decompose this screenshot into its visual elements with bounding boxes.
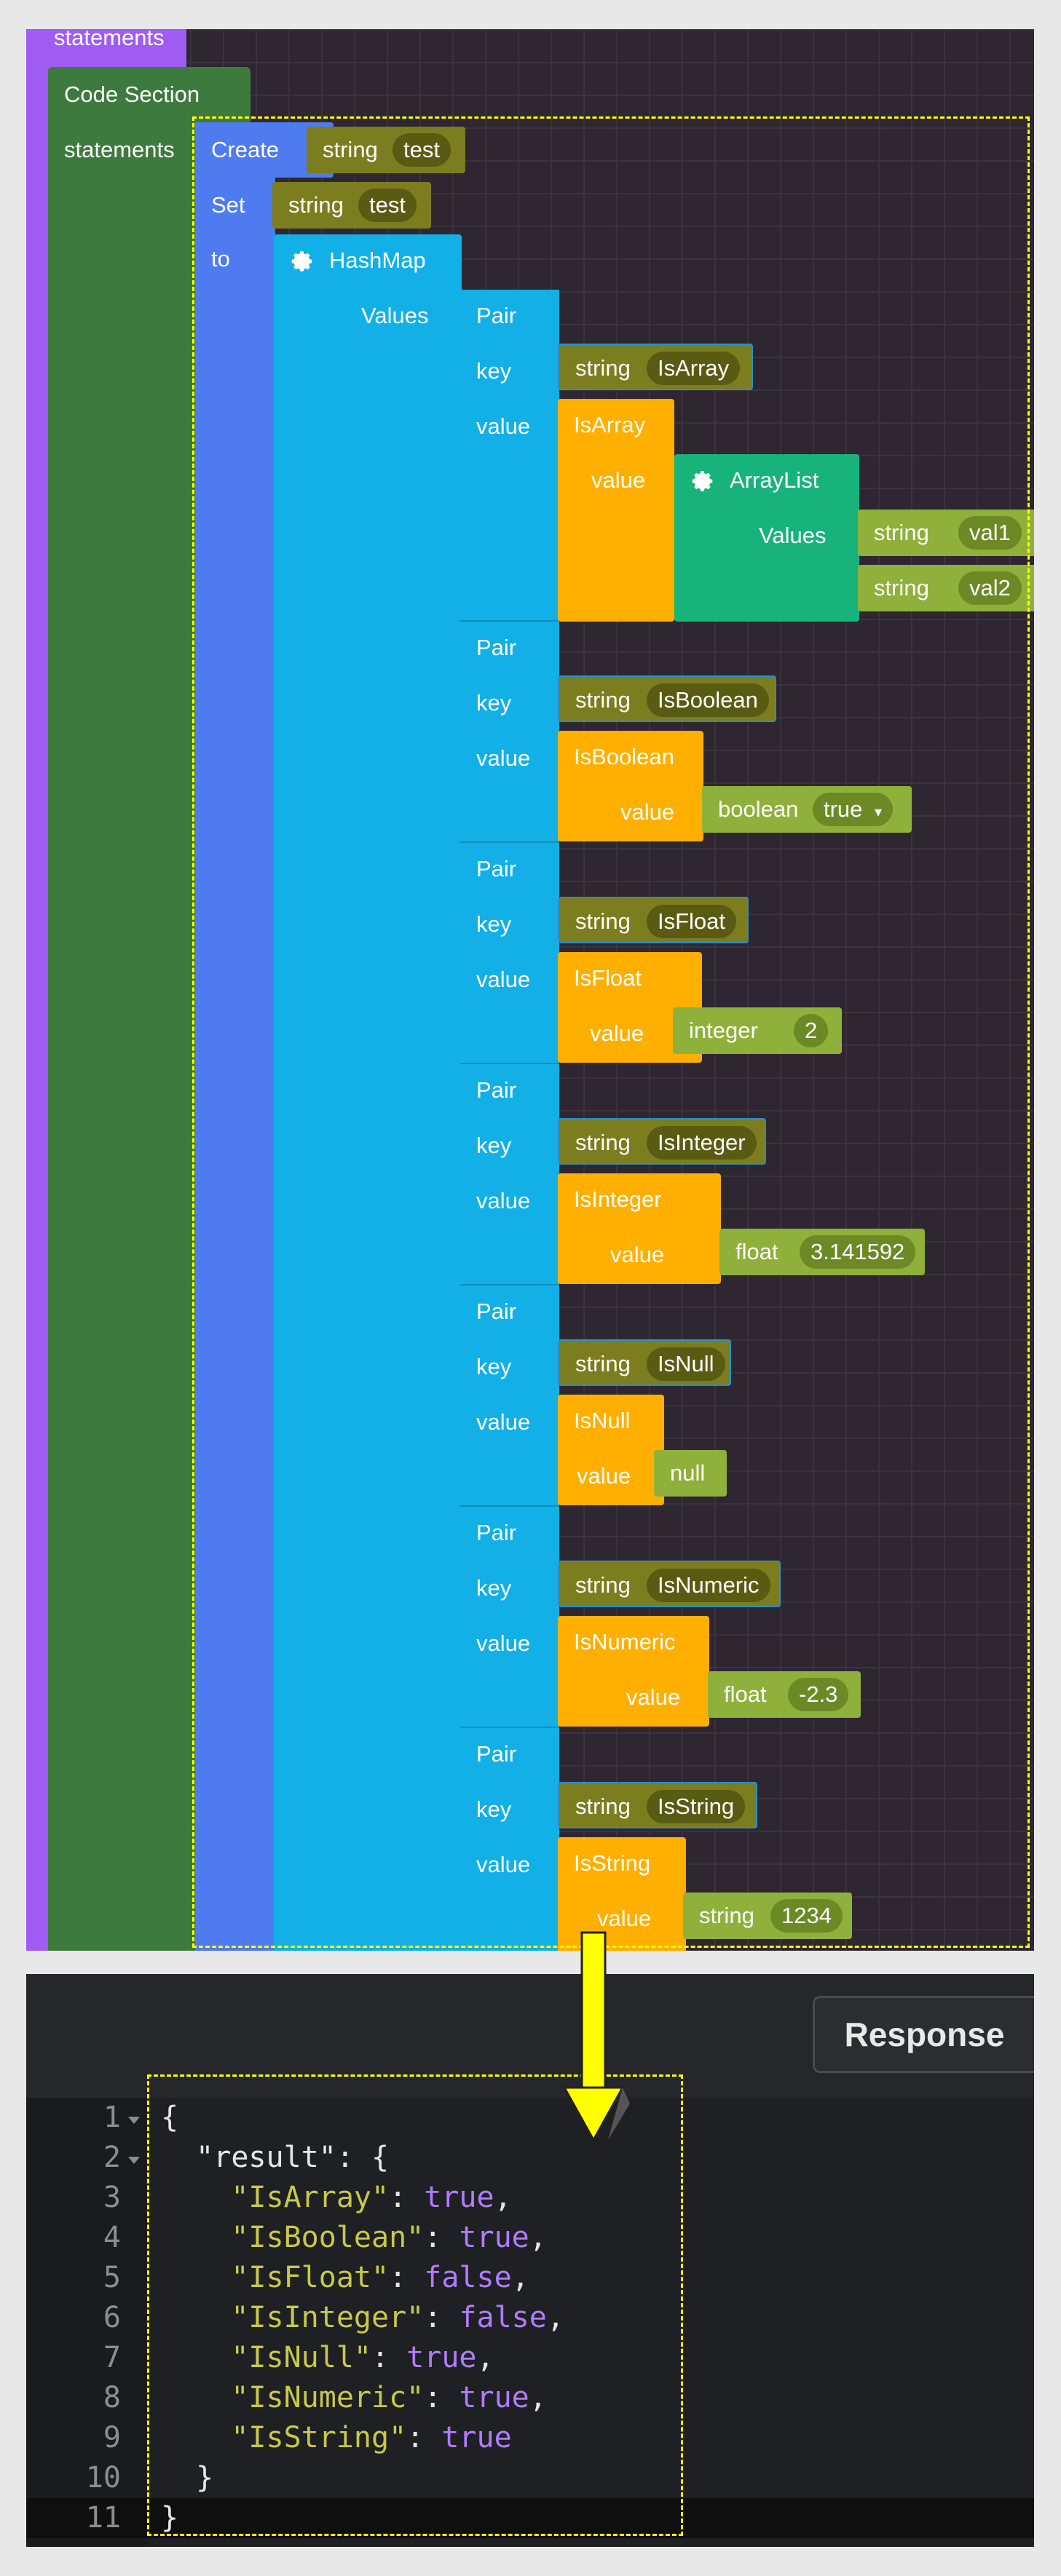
gear-icon[interactable] xyxy=(690,469,715,494)
fold-arrow-icon[interactable] xyxy=(128,2117,140,2124)
string-block[interactable]: string 1234 xyxy=(683,1893,852,1939)
pair-block[interactable]: Pair key value xyxy=(460,622,559,843)
line-number: 2 xyxy=(103,2141,121,2174)
code-line: "IsString": true xyxy=(161,2421,512,2454)
float-block[interactable]: float 3.141592 xyxy=(719,1229,925,1275)
pair-block[interactable]: Pair key value xyxy=(460,843,559,1064)
statements-top-label: statements xyxy=(54,29,165,50)
json-key: "IsNumeric" xyxy=(161,2381,425,2414)
json-value: true xyxy=(441,2421,512,2454)
code-line: "IsNumeric": true, xyxy=(161,2381,547,2414)
float-block[interactable]: float -2.3 xyxy=(708,1671,861,1718)
line-number: 5 xyxy=(103,2261,121,2294)
create-string-block[interactable]: string test xyxy=(307,127,465,173)
code-section-label: Code Section xyxy=(64,82,200,107)
line-number: 11 xyxy=(85,2501,121,2535)
line-number: 10 xyxy=(85,2461,121,2494)
json-value: true xyxy=(406,2341,477,2374)
create-set-block[interactable] xyxy=(195,122,275,1951)
json-value: false xyxy=(424,2261,512,2294)
json-key: "IsArray" xyxy=(161,2181,390,2214)
create-label: Create xyxy=(211,137,280,162)
statements-label: statements xyxy=(64,137,175,162)
json-key: "IsInteger" xyxy=(161,2301,425,2334)
boolean-block[interactable]: boolean true ▾ xyxy=(702,786,912,833)
pair-block[interactable]: Pair key value xyxy=(460,1064,559,1285)
hashmap-values-label: Values xyxy=(361,303,429,328)
key-string-block[interactable]: string IsFloat xyxy=(558,897,749,943)
key-string-block[interactable]: string IsNull xyxy=(558,1339,731,1386)
arraylist-label: ArrayList xyxy=(730,467,819,493)
code-line: } xyxy=(161,2501,179,2535)
json-value: true xyxy=(424,2181,494,2214)
line-gutter xyxy=(26,2098,146,2547)
line-number: 6 xyxy=(103,2301,121,2334)
null-block[interactable]: null xyxy=(654,1450,727,1497)
line-number: 1 xyxy=(103,2101,121,2134)
set-value-field[interactable]: test xyxy=(358,189,417,222)
key-string-block[interactable]: string IsNumeric xyxy=(558,1561,781,1607)
key-string-block[interactable]: string IsInteger xyxy=(558,1118,766,1165)
code-line: "IsInteger": false, xyxy=(161,2301,564,2334)
response-panel: Response 1 2 3 4 5 6 7 8 9 10 11 { "result": { "Is… xyxy=(26,1974,1034,2547)
isarray-block[interactable]: IsArray value xyxy=(558,399,674,622)
to-label: to xyxy=(211,246,230,272)
json-key: "IsBoolean" xyxy=(161,2221,425,2254)
pair-block[interactable]: Pair key value xyxy=(460,1507,559,1728)
integer-block[interactable]: integer 2 xyxy=(673,1007,842,1054)
dropdown-arrow-icon: ▾ xyxy=(875,804,883,820)
json-value: true xyxy=(459,2381,529,2414)
code-line: "IsNull": true, xyxy=(161,2341,494,2374)
isinteger-block[interactable]: IsInteger value xyxy=(558,1173,721,1284)
isnull-block[interactable]: IsNull value xyxy=(558,1395,664,1505)
gear-icon[interactable] xyxy=(290,249,315,274)
active-line xyxy=(26,2498,1034,2538)
json-editor[interactable]: 1 2 3 4 5 6 7 8 9 10 11 { "result": { "IsArray": t… xyxy=(26,2074,1034,2547)
isboolean-block[interactable]: IsBoolean value xyxy=(558,731,703,841)
json-value: false xyxy=(459,2301,547,2334)
json-key: "IsFloat" xyxy=(161,2261,390,2294)
key-string-block[interactable]: string IsArray xyxy=(558,344,753,390)
code-line: } xyxy=(161,2461,214,2494)
json-key: "IsString" xyxy=(161,2421,407,2454)
pair-block[interactable]: Pair key value xyxy=(460,290,559,622)
line-number: 7 xyxy=(103,2341,121,2374)
highlight-box xyxy=(147,2074,683,2536)
code-line: "IsArray": true, xyxy=(161,2181,512,2214)
line-number: 8 xyxy=(103,2381,121,2414)
isstring-block[interactable]: IsString value xyxy=(558,1837,686,1951)
string-block[interactable]: string val2 xyxy=(858,565,1034,611)
code-line: { xyxy=(161,2101,179,2134)
json-key: "IsNull" xyxy=(161,2341,371,2374)
pair-block[interactable]: Pair key value xyxy=(460,1285,559,1507)
create-value-field[interactable]: test xyxy=(393,133,451,167)
hashmap-label: HashMap xyxy=(329,247,426,273)
line-number: 9 xyxy=(103,2421,121,2454)
pairs-column xyxy=(460,290,559,1951)
isnumeric-block[interactable]: IsNumeric value xyxy=(558,1616,709,1727)
line-number: 3 xyxy=(103,2181,121,2214)
block-workspace[interactable]: statements Code Section statements Creat… xyxy=(26,29,1034,1951)
highlight-box xyxy=(192,116,1030,1948)
code-line: "IsFloat": false, xyxy=(161,2261,529,2294)
json-value: true xyxy=(459,2221,529,2254)
code-line: "IsBoolean": true, xyxy=(161,2221,547,2254)
boolean-dropdown[interactable]: true ▾ xyxy=(813,793,894,826)
pair-block[interactable]: Pair key value xyxy=(476,1741,531,1877)
response-button[interactable]: Response xyxy=(813,1996,1034,2073)
arrow-down-icon xyxy=(562,1931,630,2143)
arraylist-block[interactable]: ArrayList Values xyxy=(674,454,859,622)
set-string-block[interactable]: string test xyxy=(272,182,431,229)
set-label: Set xyxy=(211,192,245,218)
line-number: 4 xyxy=(103,2221,121,2254)
key-string-block[interactable]: string IsBoolean xyxy=(558,675,776,722)
code-line: "result": { xyxy=(161,2141,390,2174)
hashmap-block[interactable]: HashMap Values xyxy=(274,234,462,1951)
key-string-block[interactable]: string IsString xyxy=(558,1782,757,1828)
string-block[interactable]: string val1 xyxy=(858,510,1034,556)
fold-arrow-icon[interactable] xyxy=(128,2157,140,2164)
